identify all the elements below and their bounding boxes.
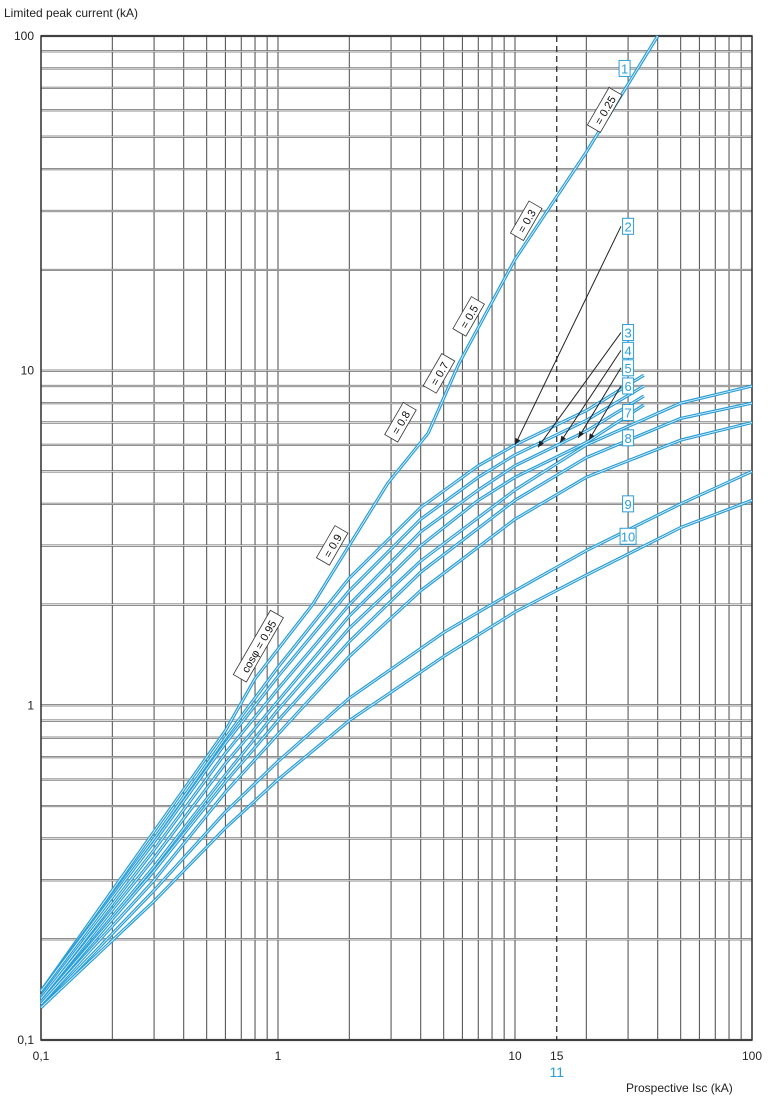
- x-tick-label: 100: [742, 1049, 762, 1063]
- series-line-inner-4: [40, 395, 645, 997]
- curves: [39, 35, 753, 1009]
- curve-label-2: 2: [624, 219, 631, 234]
- cosphi-label: cosφ = 0.95: [240, 619, 279, 675]
- cosphi-annotation: = 0.5: [452, 296, 485, 337]
- curve-label-7: 7: [624, 405, 631, 420]
- y-tick-label: 1: [27, 698, 34, 712]
- x-tick-label: 15: [550, 1049, 564, 1063]
- series-line-inner-9: [40, 471, 753, 1008]
- curve-label-box: [622, 495, 635, 513]
- plot-frame: [40, 35, 753, 1041]
- pointer-arrowhead: [588, 433, 595, 441]
- series-line-inner-8: [40, 422, 753, 1005]
- curve-label-5: 5: [624, 361, 631, 376]
- x-tick-label: 10: [508, 1049, 522, 1063]
- pointer-arrowhead: [537, 440, 544, 448]
- curve-label-box: [622, 403, 635, 421]
- series-line-8: [39, 420, 753, 1006]
- series-line-inner-5: [40, 404, 645, 999]
- reference-line-label: 11: [549, 1064, 564, 1080]
- curve-label-box: [622, 217, 635, 235]
- series-line-inner-3: [40, 385, 645, 992]
- curve-label-box: [619, 527, 637, 545]
- curve-label-box: [618, 59, 631, 77]
- series-line-inner-6: [40, 385, 753, 1003]
- cosphi-label-box: [452, 296, 485, 337]
- pointer-arrowhead: [515, 437, 521, 445]
- pointer-arrowhead: [560, 435, 566, 443]
- y-tick-label: 100: [14, 29, 34, 43]
- cosphi-label-box: [586, 86, 623, 133]
- x-tick-label: 0,1: [33, 1049, 50, 1063]
- pointer-line: [559, 350, 622, 443]
- x-tick-label: 1: [275, 1049, 282, 1063]
- x-axis-title: Prospective Isc (kA): [626, 1081, 733, 1095]
- pointer-line: [577, 367, 622, 439]
- curve-label-box: [622, 324, 635, 342]
- cosphi-label-box: [384, 401, 417, 443]
- curve-label-10: 10: [621, 529, 635, 544]
- series-line-10: [39, 498, 753, 1009]
- series-line-7: [39, 401, 753, 1003]
- pointer-line: [588, 385, 622, 441]
- pointer-line: [514, 226, 622, 446]
- curve-label-8: 8: [624, 431, 631, 446]
- cosphi-label-box: [315, 525, 349, 566]
- series-line-inner-10: [40, 499, 753, 1008]
- series-line-inner-1: [40, 35, 659, 992]
- curve-label-1: 1: [621, 61, 628, 76]
- curve-label-9: 9: [624, 497, 631, 512]
- y-axis-title: Limited peak current (kA): [4, 6, 139, 20]
- series-line-5: [39, 403, 645, 1000]
- curve-label-box: [622, 341, 635, 359]
- pointer-arrowhead: [578, 430, 585, 438]
- cosphi-label-box: [422, 353, 456, 394]
- curve-label-box: [622, 359, 635, 377]
- curve-label-6: 6: [624, 379, 631, 394]
- series-line-9: [39, 469, 753, 1009]
- curve-label-box: [622, 377, 635, 395]
- series-line-6: [39, 384, 753, 1003]
- series-line-inner-7: [40, 402, 753, 1003]
- series-line-inner-2: [40, 374, 645, 992]
- cosphi-label-box: [509, 200, 543, 242]
- curve-label-3: 3: [624, 326, 631, 341]
- pointer-line: [537, 332, 622, 448]
- curve-label-4: 4: [624, 343, 631, 358]
- cosphi-label-box: [232, 609, 284, 683]
- y-tick-label: 0,1: [17, 1033, 34, 1047]
- curve-label-box: [622, 429, 635, 447]
- y-tick-label: 10: [21, 364, 35, 378]
